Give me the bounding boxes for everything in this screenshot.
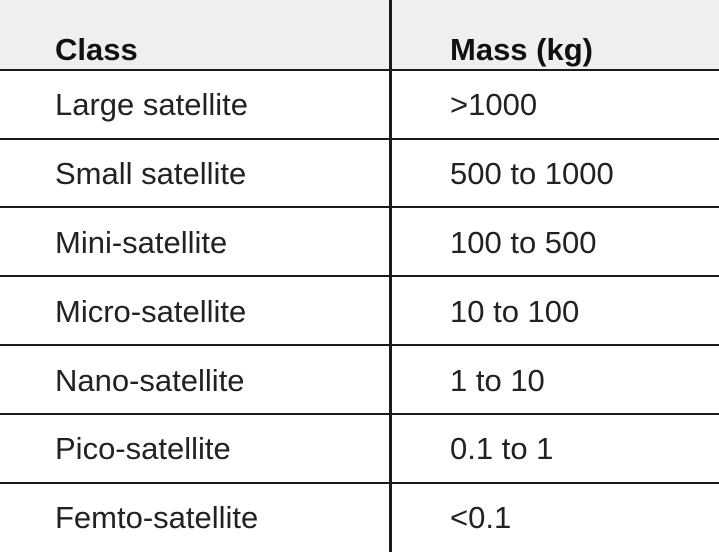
cell-mass: 100 to 500 <box>450 225 597 260</box>
row-divider <box>0 482 719 484</box>
row-divider <box>0 275 719 277</box>
cell-class: Femto-satellite <box>55 500 259 535</box>
header-class: Class <box>55 32 138 67</box>
row-divider <box>0 138 719 140</box>
cell-class: Small satellite <box>55 156 247 191</box>
cell-class: Nano-satellite <box>55 363 245 398</box>
cell-mass: >1000 <box>450 87 538 122</box>
cell-mass: <0.1 <box>450 500 512 535</box>
header-mass: Mass (kg) <box>450 32 593 67</box>
row-divider <box>0 344 719 346</box>
column-divider <box>389 0 392 552</box>
cell-class: Large satellite <box>55 87 249 122</box>
cell-mass: 500 to 1000 <box>450 156 614 191</box>
row-divider <box>0 69 719 71</box>
cell-mass: 1 to 10 <box>450 363 545 398</box>
row-divider <box>0 206 719 208</box>
row-divider <box>0 413 719 415</box>
cell-mass: 10 to 100 <box>450 294 580 329</box>
cell-mass: 0.1 to 1 <box>450 431 554 466</box>
cell-class: Mini-satellite <box>55 225 228 260</box>
cell-class: Micro-satellite <box>55 294 247 329</box>
cell-class: Pico-satellite <box>55 431 231 466</box>
table-header-row <box>0 0 719 70</box>
